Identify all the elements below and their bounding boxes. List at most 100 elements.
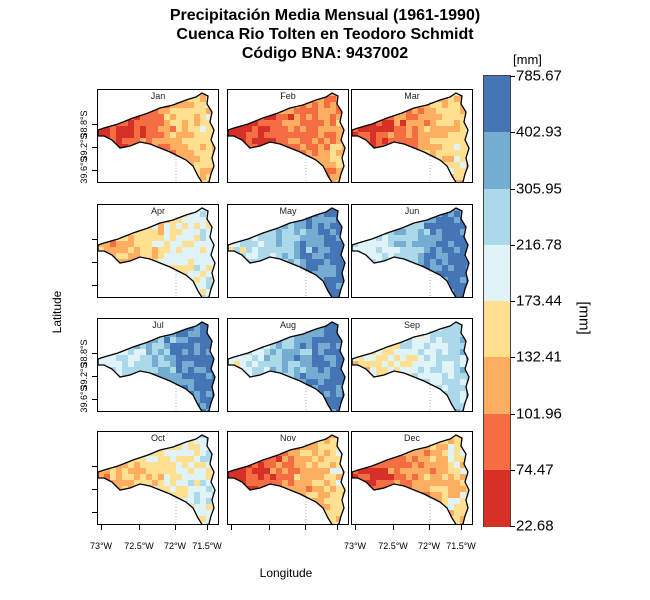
grid-cell: [358, 102, 364, 108]
grid-cell: [104, 498, 110, 504]
grid-cell: [122, 391, 128, 397]
grid-cell: [324, 379, 330, 385]
grid-cell: [348, 126, 349, 132]
grid-cell: [370, 492, 376, 498]
grid-cell: [318, 132, 324, 138]
grid-cell: [460, 391, 466, 397]
grid-cell: [448, 132, 454, 138]
grid-cell: [176, 114, 182, 120]
grid-cell: [454, 289, 460, 295]
grid-cell: [234, 241, 240, 247]
grid-cell: [288, 156, 294, 162]
grid-cell: [270, 108, 276, 114]
grid-cell: [234, 295, 240, 297]
grid-cell: [382, 450, 388, 456]
grid-cell: [294, 510, 300, 516]
grid-cell: [336, 337, 342, 343]
grid-cell: [276, 289, 282, 295]
grid-cells: [228, 208, 345, 297]
grid-cell: [194, 150, 200, 156]
grid-cell: [376, 355, 382, 361]
grid-cell: [382, 289, 388, 295]
grid-cell: [364, 516, 370, 522]
grid-cell: [164, 229, 170, 235]
grid-cell: [228, 492, 234, 498]
grid-cell: [406, 126, 412, 132]
grid-cell: [246, 223, 252, 229]
grid-cell: [140, 138, 146, 144]
grid-cell: [324, 102, 330, 108]
grid-cell: [460, 486, 466, 492]
grid-cell: [376, 295, 382, 297]
grid-cell: [258, 126, 264, 132]
grid-cell: [276, 510, 282, 516]
grid-cell: [352, 486, 358, 492]
grid-cell: [110, 126, 116, 132]
grid-cell: [234, 462, 240, 468]
grid-cell: [436, 126, 442, 132]
grid-cell: [418, 337, 424, 343]
grid-cell: [182, 277, 188, 283]
grid-cell: [270, 247, 276, 253]
grid-cell: [288, 373, 294, 379]
grid-cell: [252, 337, 258, 343]
grid-cell: [318, 144, 324, 150]
grid-cell: [318, 126, 324, 132]
grid-cell: [400, 156, 406, 162]
grid-cell: [258, 337, 264, 343]
grid-cell: [472, 337, 473, 343]
grid-cell: [300, 156, 306, 162]
grid-cell: [182, 450, 188, 456]
grid-cell: [436, 361, 442, 367]
grid-cell: [146, 403, 152, 409]
grid-cell: [104, 217, 110, 223]
grid-cell: [146, 522, 152, 524]
grid-cell: [400, 474, 406, 480]
grid-cell: [448, 409, 454, 411]
grid-cell: [122, 444, 128, 450]
grid-cell: [472, 522, 473, 525]
grid-cell: [324, 120, 330, 126]
grid-cell: [352, 150, 358, 156]
grid-cell: [234, 120, 240, 126]
grid-cell: [294, 277, 300, 283]
grid-cell: [170, 247, 176, 253]
grid-cell: [406, 403, 412, 409]
grid-cell: [324, 343, 330, 349]
panel-month-label: Feb: [280, 91, 296, 101]
grid-cell: [98, 114, 104, 120]
grid-cell: [324, 229, 330, 235]
grid-cell: [448, 295, 454, 297]
grid-cell: [318, 522, 324, 524]
grid-cell: [472, 409, 473, 412]
grid-cell: [370, 474, 376, 480]
grid-cell: [460, 138, 466, 144]
grid-cell: [258, 162, 264, 168]
grid-cell: [364, 108, 370, 114]
grid-cell: [370, 174, 376, 180]
grid-cell: [134, 144, 140, 150]
grid-cell: [264, 253, 270, 259]
grid-cell: [288, 462, 294, 468]
grid-cell: [312, 349, 318, 355]
grid-cell: [134, 156, 140, 162]
grid-cell: [352, 229, 358, 235]
grid-cell: [472, 120, 473, 126]
grid-cell: [234, 516, 240, 522]
grid-cell: [330, 289, 336, 295]
grid-cell: [382, 510, 388, 516]
grid-cell: [276, 162, 282, 168]
grid-cell: [282, 277, 288, 283]
grid-cell: [104, 144, 110, 150]
grid-cells: [98, 435, 215, 524]
grid-cell: [406, 379, 412, 385]
grid-cell: [128, 492, 134, 498]
precipitation-map: [98, 321, 216, 411]
grid-cell: [324, 355, 330, 361]
grid-cell: [170, 456, 176, 462]
grid-cell: [116, 355, 122, 361]
grid-cell: [246, 180, 252, 182]
grid-cell: [424, 337, 430, 343]
grid-cell: [110, 444, 116, 450]
grid-cell: [264, 235, 270, 241]
